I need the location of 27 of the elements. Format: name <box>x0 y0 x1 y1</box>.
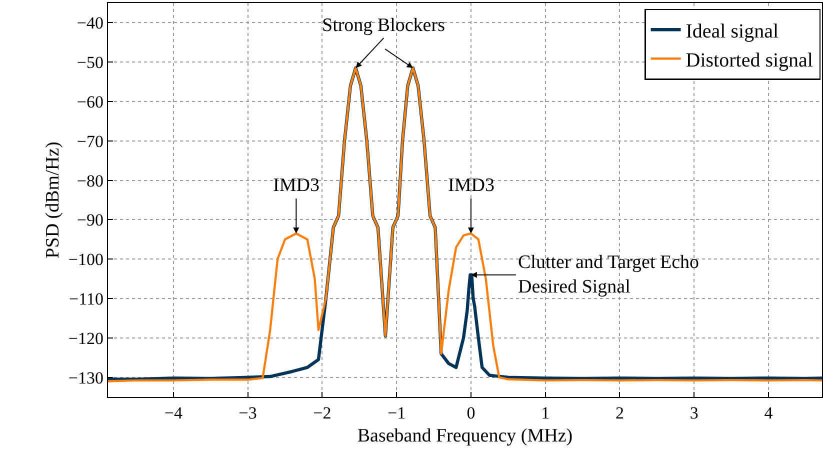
y-tick-label: −120 <box>68 328 104 348</box>
legend-label: Distorted signal <box>686 49 814 72</box>
x-tick-label: −2 <box>313 404 332 422</box>
y-tick-label: −40 <box>76 14 104 33</box>
annotation: IMD3 <box>273 175 320 196</box>
legend-label: Ideal signal <box>686 20 779 42</box>
y-tick-label: −90 <box>76 210 104 230</box>
annotation: IMD3 <box>448 175 494 196</box>
y-tick-label: −130 <box>68 368 104 388</box>
y-tick-label: −50 <box>76 53 104 72</box>
y-tick-label: −100 <box>68 250 104 270</box>
y-tick-label: −70 <box>76 132 104 151</box>
x-tick-label: −3 <box>238 404 257 422</box>
x-tick-label: −1 <box>388 404 406 422</box>
x-tick-label: 3 <box>690 404 698 422</box>
y-tick-label: −80 <box>76 171 104 190</box>
annotation: Clutter and Target Echo Desired Signal <box>518 252 700 298</box>
x-tick-label: 4 <box>764 404 774 422</box>
x-axis-title: Baseband Frequency (MHz) <box>357 425 573 446</box>
x-tick-label: 0 <box>466 404 476 422</box>
y-tick-label: −60 <box>76 92 104 112</box>
y-axis-title: PSD (dBm/Hz) <box>42 142 64 258</box>
x-tick-label: 1 <box>541 404 550 422</box>
y-tick-label: −110 <box>69 289 104 308</box>
annotation: Strong Blockers <box>322 15 445 36</box>
x-tick-label: 2 <box>615 404 624 422</box>
x-tick-label: −4 <box>164 404 183 422</box>
